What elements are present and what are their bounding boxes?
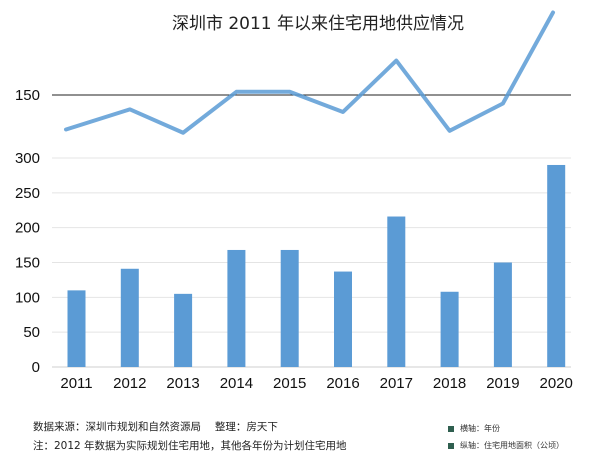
y-tick-label: 300	[15, 150, 40, 167]
y-tick-label: 200	[15, 220, 40, 237]
bar-2013	[174, 293, 193, 367]
x-tick-label: 2013	[166, 375, 199, 392]
y-tick-label: 150	[15, 255, 40, 272]
bar-2011	[67, 290, 86, 367]
bars	[67, 164, 566, 367]
upper-axis-label: 150	[15, 87, 40, 104]
x-tick-label: 2016	[326, 375, 359, 392]
bar-2019	[493, 262, 512, 367]
legend-label: 横轴：年份	[460, 424, 500, 433]
footnote: 注：2012 年数据为实际规划住宅用地，其他各年份为计划住宅用地	[33, 440, 347, 452]
y-tick-label: 50	[23, 324, 40, 341]
chart-title: 深圳市 2011 年以来住宅用地供应情况	[172, 14, 464, 34]
bar-2018	[440, 291, 459, 367]
trend-line	[64, 10, 555, 135]
bar-2012	[120, 268, 139, 367]
source-note: 数据来源：深圳市规划和自然资源局 整理：房天下	[33, 421, 278, 433]
y-tick-label: 250	[15, 185, 40, 202]
x-tick-label: 2012	[113, 375, 146, 392]
legend-swatch	[448, 442, 454, 449]
x-tick-label: 2018	[433, 375, 466, 392]
x-tick-label: 2017	[380, 375, 413, 392]
upper-line-panel: 150	[15, 10, 571, 135]
x-tick-label: 2015	[273, 375, 306, 392]
bar-2015	[280, 249, 299, 367]
legend-item-x-axis: 横轴：年份	[448, 423, 500, 434]
legend-label: 纵轴：住宅用地面积（公顷）	[460, 441, 564, 450]
legend-item-y-axis: 纵轴：住宅用地面积（公顷）	[448, 440, 564, 451]
x-axis-ticks: 2011 2012 2013 2014 2015 2016 2017 2018 2019 2020	[60, 375, 573, 392]
bar-2020	[547, 164, 566, 367]
legend-swatch	[448, 425, 454, 432]
bar-2016	[334, 271, 352, 367]
bar-2014	[227, 249, 246, 367]
x-tick-label: 2014	[220, 375, 253, 392]
y-tick-label: 100	[15, 289, 40, 306]
y-axis-ticks: 0 50 100 150 200 250 300	[15, 150, 40, 376]
y-tick-label: 0	[32, 359, 40, 376]
x-tick-label: 2019	[486, 375, 519, 392]
x-tick-label: 2020	[540, 375, 573, 392]
x-tick-label: 2011	[60, 375, 92, 392]
bar-2017	[387, 216, 406, 367]
